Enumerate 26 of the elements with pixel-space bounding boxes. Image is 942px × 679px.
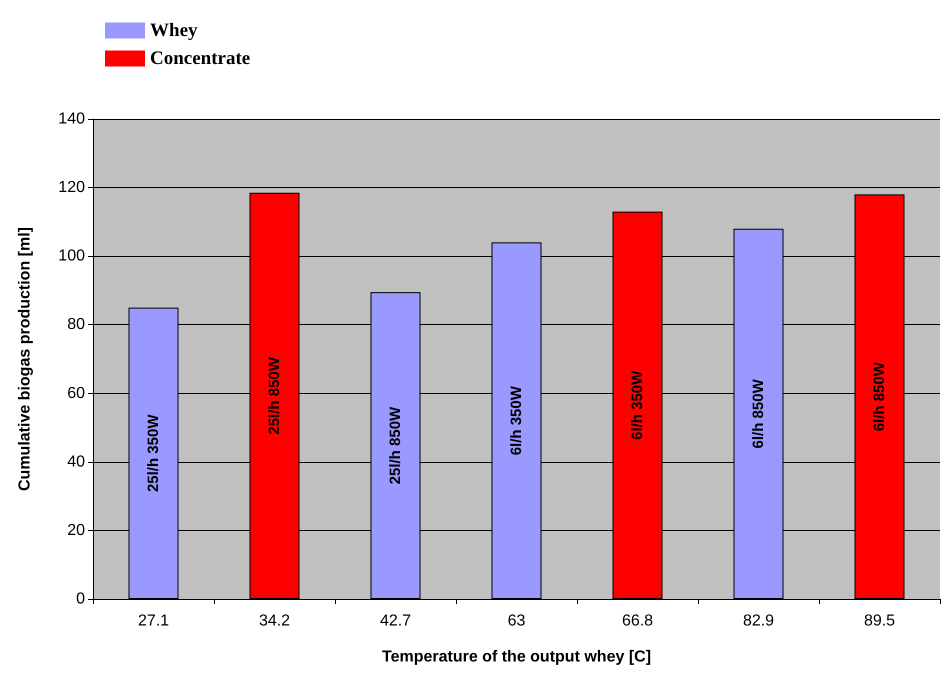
y-axis-title: Cumulative biogas production [ml] xyxy=(16,226,34,492)
legend-label: Concentrate xyxy=(150,48,250,69)
annotation: 25l/h 350W xyxy=(145,414,162,492)
x-tick-label: 63 xyxy=(508,612,526,630)
y-tick-label: 80 xyxy=(67,316,86,334)
x-axis-title: Temperature of the output whey [C] xyxy=(382,648,652,666)
annotation: 6l/h 350W xyxy=(508,385,525,456)
annotation: 25l/h 850W xyxy=(266,356,283,435)
annotation: 6l/h 850W xyxy=(750,378,767,448)
annotation: 25l/h 850W xyxy=(387,406,404,484)
x-tick-label: 82.9 xyxy=(742,612,774,630)
y-tick-label: 100 xyxy=(58,248,86,265)
y-tick-label: 140 xyxy=(58,110,86,128)
y-tick-label: 20 xyxy=(67,522,86,539)
x-tick-label: 42.7 xyxy=(380,612,412,630)
y-tick-label: 40 xyxy=(67,453,86,470)
x-tick-label: 66.8 xyxy=(622,612,654,630)
legend-label: Whey xyxy=(150,20,198,41)
y-tick-label: 60 xyxy=(67,384,86,402)
x-tick-label: 89.5 xyxy=(864,612,896,630)
y-tick-label: 120 xyxy=(58,179,86,196)
y-tick-label: 0 xyxy=(76,590,86,608)
annotation: 6l/h 350W xyxy=(629,370,646,440)
annotation: 6l/h 850W xyxy=(871,361,888,432)
x-tick-label: 27.1 xyxy=(138,612,170,630)
x-tick-label: 34.2 xyxy=(258,612,290,630)
